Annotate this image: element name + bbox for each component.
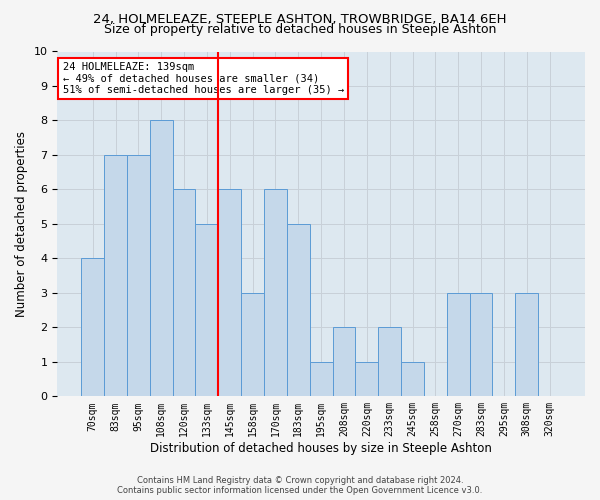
- Bar: [104, 155, 127, 396]
- Bar: [287, 224, 310, 396]
- Bar: [150, 120, 173, 396]
- Text: Contains HM Land Registry data © Crown copyright and database right 2024.
Contai: Contains HM Land Registry data © Crown c…: [118, 476, 482, 495]
- Bar: [378, 328, 401, 396]
- Bar: [81, 258, 104, 396]
- Bar: [515, 293, 538, 397]
- Bar: [218, 190, 241, 396]
- Bar: [447, 293, 470, 397]
- Bar: [332, 328, 355, 396]
- Bar: [355, 362, 378, 396]
- Text: 24, HOLMELEAZE, STEEPLE ASHTON, TROWBRIDGE, BA14 6EH: 24, HOLMELEAZE, STEEPLE ASHTON, TROWBRID…: [93, 12, 507, 26]
- Text: Size of property relative to detached houses in Steeple Ashton: Size of property relative to detached ho…: [104, 22, 496, 36]
- Bar: [196, 224, 218, 396]
- Bar: [470, 293, 493, 397]
- Bar: [173, 190, 196, 396]
- Bar: [127, 155, 150, 396]
- Text: 24 HOLMELEAZE: 139sqm
← 49% of detached houses are smaller (34)
51% of semi-deta: 24 HOLMELEAZE: 139sqm ← 49% of detached …: [62, 62, 344, 95]
- Bar: [264, 190, 287, 396]
- X-axis label: Distribution of detached houses by size in Steeple Ashton: Distribution of detached houses by size …: [150, 442, 492, 455]
- Bar: [401, 362, 424, 396]
- Bar: [310, 362, 332, 396]
- Y-axis label: Number of detached properties: Number of detached properties: [15, 131, 28, 317]
- Bar: [241, 293, 264, 397]
